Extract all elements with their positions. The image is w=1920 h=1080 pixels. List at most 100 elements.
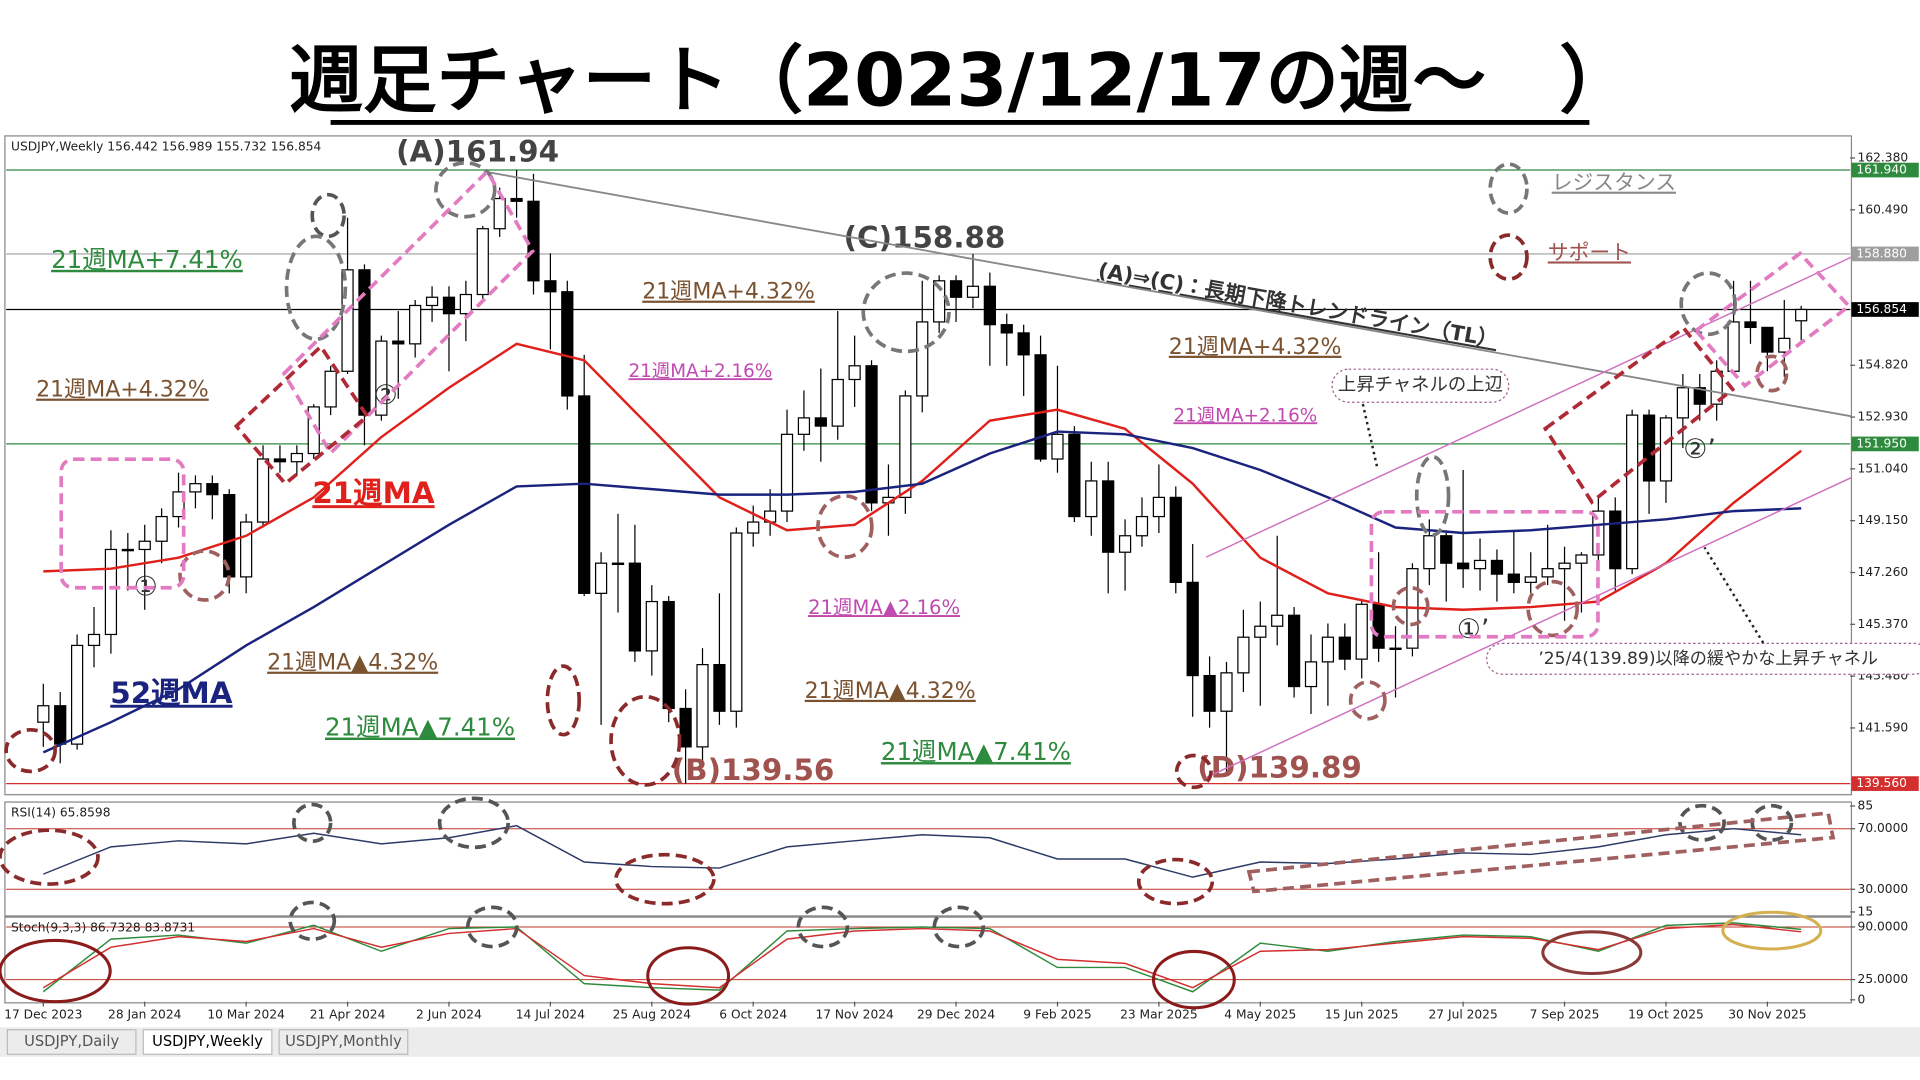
candle-body <box>1000 324 1013 334</box>
candle-body <box>409 304 422 345</box>
level-tag <box>1851 302 1919 317</box>
candle-body <box>189 483 202 493</box>
y-tick-label: 145.370 <box>1858 617 1909 631</box>
panel-header: Stoch(9,3,3) 86.7328 83.8731 <box>11 921 195 935</box>
candle-body <box>1575 554 1588 564</box>
level-tag <box>1851 436 1919 452</box>
candle-body <box>1271 614 1284 627</box>
candle-body <box>848 365 861 381</box>
candle-body <box>645 600 658 652</box>
x-tick-label: 25 Aug 2024 <box>613 1008 692 1022</box>
x-tick-label: 17 Dec 2023 <box>4 1008 82 1022</box>
annotation: 上昇チャネルの上辺 <box>1338 375 1503 396</box>
resistance-mark <box>284 234 348 342</box>
level-tag <box>1851 162 1919 178</box>
candle-body <box>1338 636 1351 660</box>
tab[interactable] <box>6 1029 137 1055</box>
candle-body <box>121 548 134 552</box>
stoch-mark <box>288 900 337 942</box>
y-tick-label: 15 <box>1858 904 1874 918</box>
channel-box <box>233 343 370 487</box>
candle-body <box>730 532 743 712</box>
candle-body <box>747 521 760 534</box>
x-tick-label: 28 Jan 2024 <box>108 1008 182 1022</box>
tabs: USDJPY,Daily USDJPY,Weekly USDJPY,Monthly <box>6 1029 409 1055</box>
level-tag <box>1851 776 1919 791</box>
candle-body <box>324 370 337 408</box>
y-tick-label: 0 <box>1858 992 1866 1006</box>
tab[interactable] <box>278 1029 409 1055</box>
tab-label[interactable]: USDJPY,Weekly <box>152 1033 263 1050</box>
candle-body <box>172 491 185 518</box>
legend-support <box>1488 233 1529 282</box>
candle-body <box>1727 321 1740 372</box>
rsi-mark <box>437 796 510 850</box>
y-tick-label: 149.150 <box>1858 513 1909 527</box>
annotation: (D)139.89 <box>1197 750 1362 784</box>
page-title: 週足チャート（2023/12/17の週～ ） <box>290 39 1633 124</box>
stoch-mark <box>932 905 986 949</box>
candle-body <box>611 562 625 566</box>
annotation: レジスタンス <box>1552 171 1676 195</box>
plot-layer: 162.380 160.490 154.820 152.930 151.040 149.1… <box>4 135 1920 1022</box>
candle-body <box>831 378 844 427</box>
candle-body <box>696 664 709 748</box>
candle-body <box>87 633 101 647</box>
candle-body <box>1085 480 1098 518</box>
resistance-mark <box>1679 271 1737 337</box>
y-tick-label: 151.040 <box>1858 461 1909 475</box>
stoch-mark <box>465 905 519 949</box>
candle-body <box>1254 625 1267 638</box>
x-tick-label: 6 Oct 2024 <box>719 1008 787 1022</box>
rsi-mark <box>1678 803 1726 842</box>
annotation: 21週MA+2.16% <box>628 361 772 382</box>
candle-body <box>1372 603 1385 649</box>
y-tick-label: 141.590 <box>1858 720 1909 734</box>
candle-body <box>1490 559 1504 575</box>
x-tick-label: 15 Jun 2025 <box>1325 1008 1399 1022</box>
candle-body <box>341 269 354 372</box>
annotation: 21週MA+4.32% <box>36 378 209 403</box>
arrow <box>1361 403 1379 470</box>
candle-body <box>1118 535 1132 553</box>
candle-body <box>1051 433 1064 460</box>
candle-body <box>1795 308 1808 322</box>
candle-body <box>594 562 608 594</box>
candle-body <box>899 395 912 498</box>
indicator-line <box>42 922 1802 993</box>
annotation: ①’ <box>1457 614 1490 645</box>
candle-body <box>1034 354 1047 460</box>
candle-body <box>1440 535 1453 564</box>
y-tick-label: 70.0000 <box>1858 821 1909 835</box>
level-label: 161.940 <box>1856 163 1907 177</box>
y-tick-label: 147.260 <box>1858 565 1909 579</box>
candle-body <box>1507 573 1520 583</box>
x-tick-label: 17 Nov 2024 <box>815 1008 894 1022</box>
level-tag <box>1851 246 1919 262</box>
tab[interactable] <box>142 1029 273 1055</box>
candle-body <box>459 293 472 315</box>
tab-label[interactable]: USDJPY,Daily <box>24 1033 119 1050</box>
annotation-box <box>1486 642 1920 675</box>
candle-body <box>273 458 287 463</box>
candle-body <box>1744 321 1757 329</box>
x-tick-label: 30 Nov 2025 <box>1728 1008 1806 1022</box>
stoch-mark <box>1151 949 1236 1010</box>
candle-body <box>206 483 219 496</box>
rsi-channel <box>1246 811 1836 894</box>
support-mark <box>1174 753 1213 790</box>
support-mark <box>1755 354 1789 393</box>
candle-body <box>155 515 168 542</box>
annotation: 21週MA▲7.41% <box>325 713 515 742</box>
candle-body <box>1203 674 1216 712</box>
candle-body <box>1473 559 1487 570</box>
candle-body <box>1017 332 1030 356</box>
candle-body <box>70 644 84 745</box>
candle-body <box>1659 417 1673 482</box>
x-tick-label: 4 May 2025 <box>1224 1008 1296 1022</box>
y-tick-label: 85 <box>1858 798 1874 812</box>
candle-body <box>1135 515 1149 537</box>
y-tick-label: 25.0000 <box>1858 972 1909 986</box>
tab-label[interactable]: USDJPY,Monthly <box>285 1033 402 1050</box>
